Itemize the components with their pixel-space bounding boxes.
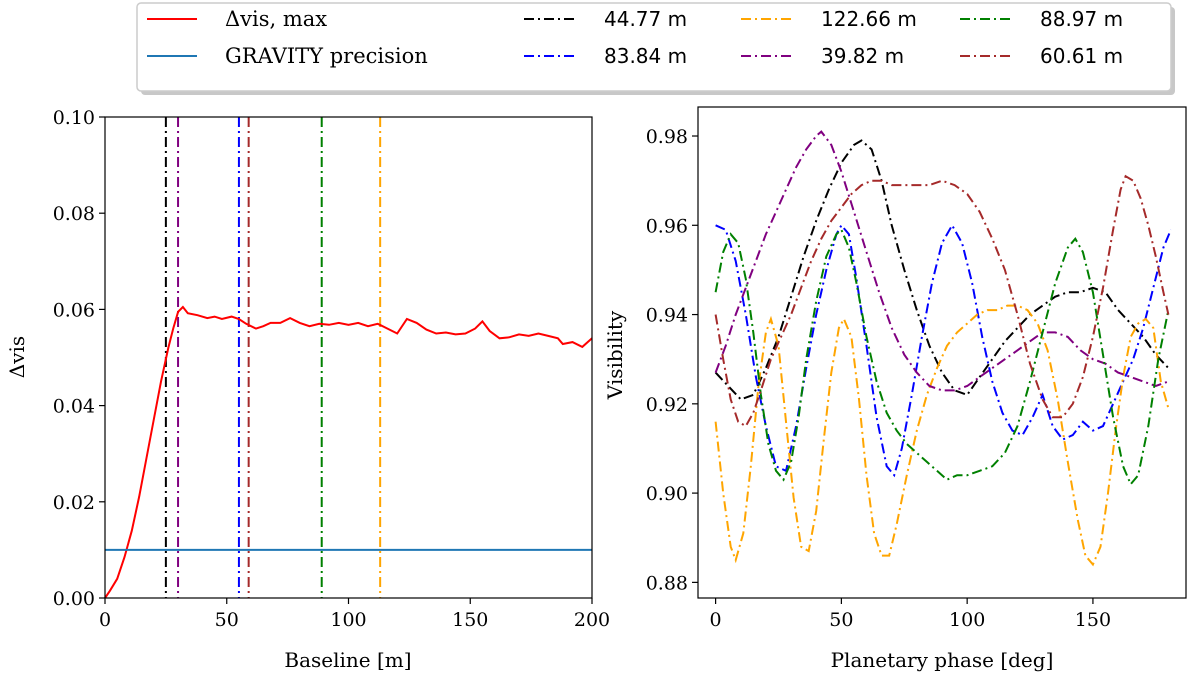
legend-entry: 39.82 m [741, 44, 904, 68]
right-y-tick-label: 0.98 [646, 126, 688, 148]
legend-label: Δvis, max [225, 7, 327, 31]
left-y-tick-label: 0.04 [53, 396, 95, 418]
right-y-axis-label: Visibility [603, 310, 627, 400]
legend-box [136, 2, 1172, 92]
right-x-tick-label: 0 [710, 609, 722, 631]
right-x-tick-label: 150 [1075, 609, 1111, 631]
legend-label: 83.84 m [604, 44, 687, 68]
legend-label: GRAVITY precision [225, 44, 428, 68]
left-y-tick-label: 0.08 [53, 203, 95, 225]
visibility-line-0 [714, 139, 1170, 401]
left-y-tick-label: 0.00 [53, 588, 95, 610]
delta-vis-max-line [104, 305, 593, 599]
right-x-axis-label: Planetary phase [deg] [831, 648, 1054, 672]
right-plot: 0 50 100 150 0.88 0.90 0.92 0.94 0.96 0.98 Planet… [603, 106, 1187, 672]
legend-entry: 83.84 m [524, 44, 687, 68]
left-y-tick-label: 0.02 [53, 492, 95, 514]
right-plot-ticks: 0 50 100 150 0.88 0.90 0.92 0.94 0.96 0.98 [646, 126, 1111, 631]
right-x-tick-label: 50 [829, 609, 853, 631]
legend-entry: Δvis, max [147, 7, 327, 31]
left-x-tick-label: 50 [215, 609, 239, 631]
left-x-tick-label: 150 [452, 609, 488, 631]
visibility-line-4 [714, 228, 1170, 487]
left-plot-ticks: 0 50 100 150 200 0.00 0.02 0.04 0.06 0.08 0.10 [53, 107, 610, 631]
visibility-line-3 [714, 130, 1169, 392]
right-y-tick-label: 0.90 [646, 483, 688, 505]
right-plot-lines [714, 130, 1172, 567]
legend-label: 122.66 m [821, 7, 917, 31]
right-y-tick-label: 0.88 [646, 572, 688, 594]
right-plot-frame [697, 106, 1187, 599]
legend-entry: 44.77 m [524, 7, 687, 31]
legend-label: 60.61 m [1040, 44, 1123, 68]
legend-label: 39.82 m [821, 44, 904, 68]
legend-entry: GRAVITY precision [147, 44, 428, 68]
visibility-line-5 [714, 174, 1170, 428]
right-x-tick-label: 100 [949, 609, 985, 631]
left-plot-lines [104, 117, 593, 599]
left-plot: 0 50 100 150 200 0.00 0.02 0.04 0.06 0.08 0.10 Bas… [5, 107, 610, 672]
legend-label: 44.77 m [604, 7, 687, 31]
left-x-tick-label: 0 [99, 609, 111, 631]
legend-label: 88.97 m [1040, 7, 1123, 31]
legend: Δvis, max GRAVITY precision 44.77 m 83.84 m… [136, 2, 1175, 95]
left-y-axis-label: Δvis [5, 336, 29, 378]
left-y-tick-label: 0.10 [53, 107, 95, 129]
visibility-line-1 [715, 223, 1172, 478]
right-y-tick-label: 0.96 [646, 215, 688, 237]
visibility-line-2 [714, 304, 1170, 567]
legend-entry: 122.66 m [741, 7, 917, 31]
left-x-tick-label: 200 [574, 609, 610, 631]
legend-entry: 88.97 m [960, 7, 1123, 31]
left-y-tick-label: 0.06 [53, 299, 95, 321]
legend-entry: 60.61 m [960, 44, 1123, 68]
left-x-tick-label: 100 [330, 609, 366, 631]
left-x-axis-label: Baseline [m] [284, 648, 411, 672]
right-y-tick-label: 0.92 [646, 394, 688, 416]
right-y-tick-label: 0.94 [646, 305, 688, 327]
